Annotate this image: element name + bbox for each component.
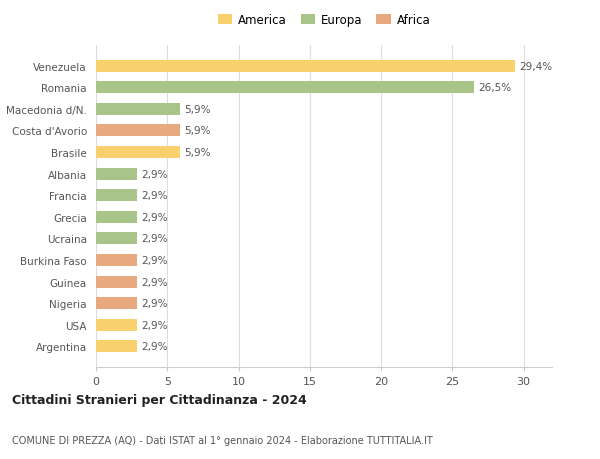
- Bar: [96, 125, 180, 137]
- Text: 5,9%: 5,9%: [184, 148, 211, 157]
- Bar: [96, 276, 137, 288]
- Bar: [96, 61, 515, 73]
- Text: 2,9%: 2,9%: [142, 234, 168, 244]
- Bar: [96, 233, 137, 245]
- Text: Cittadini Stranieri per Cittadinanza - 2024: Cittadini Stranieri per Cittadinanza - 2…: [12, 393, 307, 406]
- Text: 2,9%: 2,9%: [142, 320, 168, 330]
- Bar: [96, 297, 137, 309]
- Bar: [96, 147, 180, 159]
- Bar: [96, 212, 137, 223]
- Bar: [96, 82, 473, 94]
- Text: 2,9%: 2,9%: [142, 298, 168, 308]
- Text: 2,9%: 2,9%: [142, 169, 168, 179]
- Bar: [96, 104, 180, 116]
- Text: 2,9%: 2,9%: [142, 341, 168, 352]
- Text: 2,9%: 2,9%: [142, 191, 168, 201]
- Text: 2,9%: 2,9%: [142, 213, 168, 222]
- Text: 5,9%: 5,9%: [184, 126, 211, 136]
- Legend: America, Europa, Africa: America, Europa, Africa: [218, 14, 430, 27]
- Bar: [96, 254, 137, 266]
- Bar: [96, 168, 137, 180]
- Text: 2,9%: 2,9%: [142, 277, 168, 287]
- Bar: [96, 341, 137, 353]
- Text: 2,9%: 2,9%: [142, 256, 168, 265]
- Text: COMUNE DI PREZZA (AQ) - Dati ISTAT al 1° gennaio 2024 - Elaborazione TUTTITALIA.: COMUNE DI PREZZA (AQ) - Dati ISTAT al 1°…: [12, 435, 433, 445]
- Text: 5,9%: 5,9%: [184, 105, 211, 115]
- Text: 29,4%: 29,4%: [519, 62, 553, 72]
- Bar: [96, 319, 137, 331]
- Text: 26,5%: 26,5%: [478, 83, 511, 93]
- Bar: [96, 190, 137, 202]
